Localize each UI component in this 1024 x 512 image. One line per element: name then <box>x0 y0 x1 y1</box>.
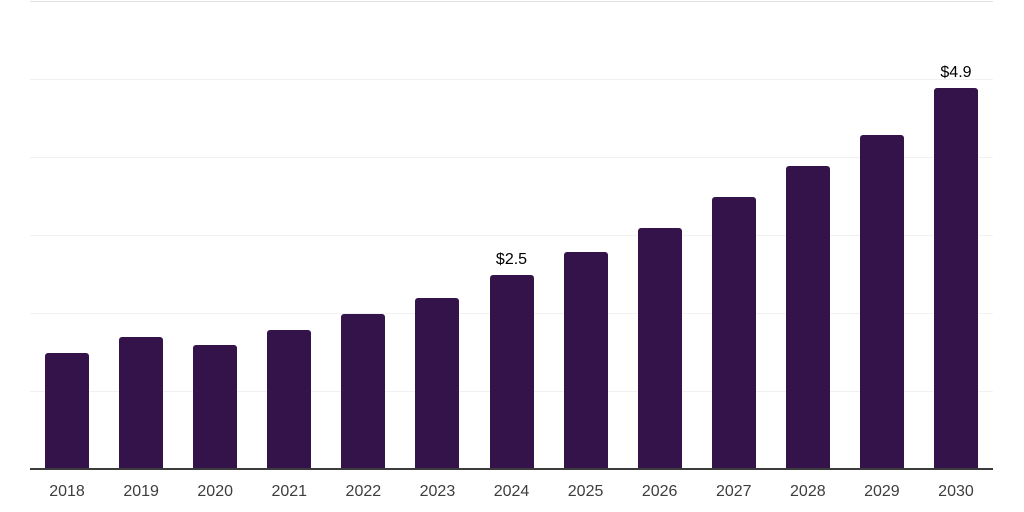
x-tick-2025: 2025 <box>567 483 604 500</box>
x-tick-2020: 2020 <box>197 483 233 500</box>
bar-2026 <box>637 228 682 470</box>
bar-2025 <box>563 252 608 470</box>
bar-2030: $4.9 <box>933 64 978 470</box>
x-axis-line <box>30 468 993 470</box>
gridline-5 <box>30 79 993 80</box>
x-tick-2030: 2030 <box>938 483 974 500</box>
x-tick-2021: 2021 <box>271 483 308 500</box>
bar-slot-2030: $4.9 <box>919 64 993 470</box>
gridline-3 <box>30 235 993 236</box>
bar-2023 <box>415 298 460 470</box>
bar-2021 <box>267 330 312 470</box>
gridline-4 <box>30 157 993 158</box>
x-tick-2029: 2029 <box>864 483 900 500</box>
bar-slot-2024: $2.5 <box>474 251 548 470</box>
bars-container: $2.5 $4.9 <box>30 0 993 470</box>
plot-area: $2.5 $4.9 <box>30 0 993 470</box>
x-tick-2027: 2027 <box>715 483 752 500</box>
bar-slot-2029 <box>845 135 919 470</box>
x-tick-2028: 2028 <box>790 483 826 500</box>
x-tick-2026: 2026 <box>641 483 678 500</box>
bar-slot-2019 <box>104 337 178 470</box>
x-tick-2019: 2019 <box>123 483 159 500</box>
bar-2020 <box>193 345 238 470</box>
bar-2024: $2.5 <box>489 251 534 470</box>
bar-slot-2025 <box>549 252 623 470</box>
x-tick-2024: 2024 <box>493 483 530 500</box>
bar-2029 <box>859 135 904 470</box>
bar-slot-2028 <box>771 166 845 470</box>
bar-2018 <box>45 353 90 470</box>
bar-slot-2018 <box>30 353 104 470</box>
bar-2022 <box>341 314 386 470</box>
x-tick-2018: 2018 <box>49 483 85 500</box>
bar-slot-2022 <box>326 314 400 470</box>
data-label-2030: $4.9 <box>940 64 972 81</box>
bar-slot-2026 <box>623 228 697 470</box>
x-axis-labels: 2018 2019 2020 2021 2022 2023 2024 2025 2026 2027… <box>30 482 993 501</box>
bar-slot-2020 <box>178 345 252 470</box>
x-tick-2023: 2023 <box>419 483 456 500</box>
x-tick-2022: 2022 <box>345 483 382 500</box>
gridline-6 <box>30 1 993 2</box>
bar-2019 <box>119 337 164 470</box>
bar-slot-2023 <box>400 298 474 470</box>
bar-slot-2021 <box>252 330 326 470</box>
data-label-2024: $2.5 <box>495 251 528 268</box>
bar-2028 <box>785 166 830 470</box>
bar-slot-2027 <box>697 197 771 470</box>
bar-2027 <box>711 197 756 470</box>
